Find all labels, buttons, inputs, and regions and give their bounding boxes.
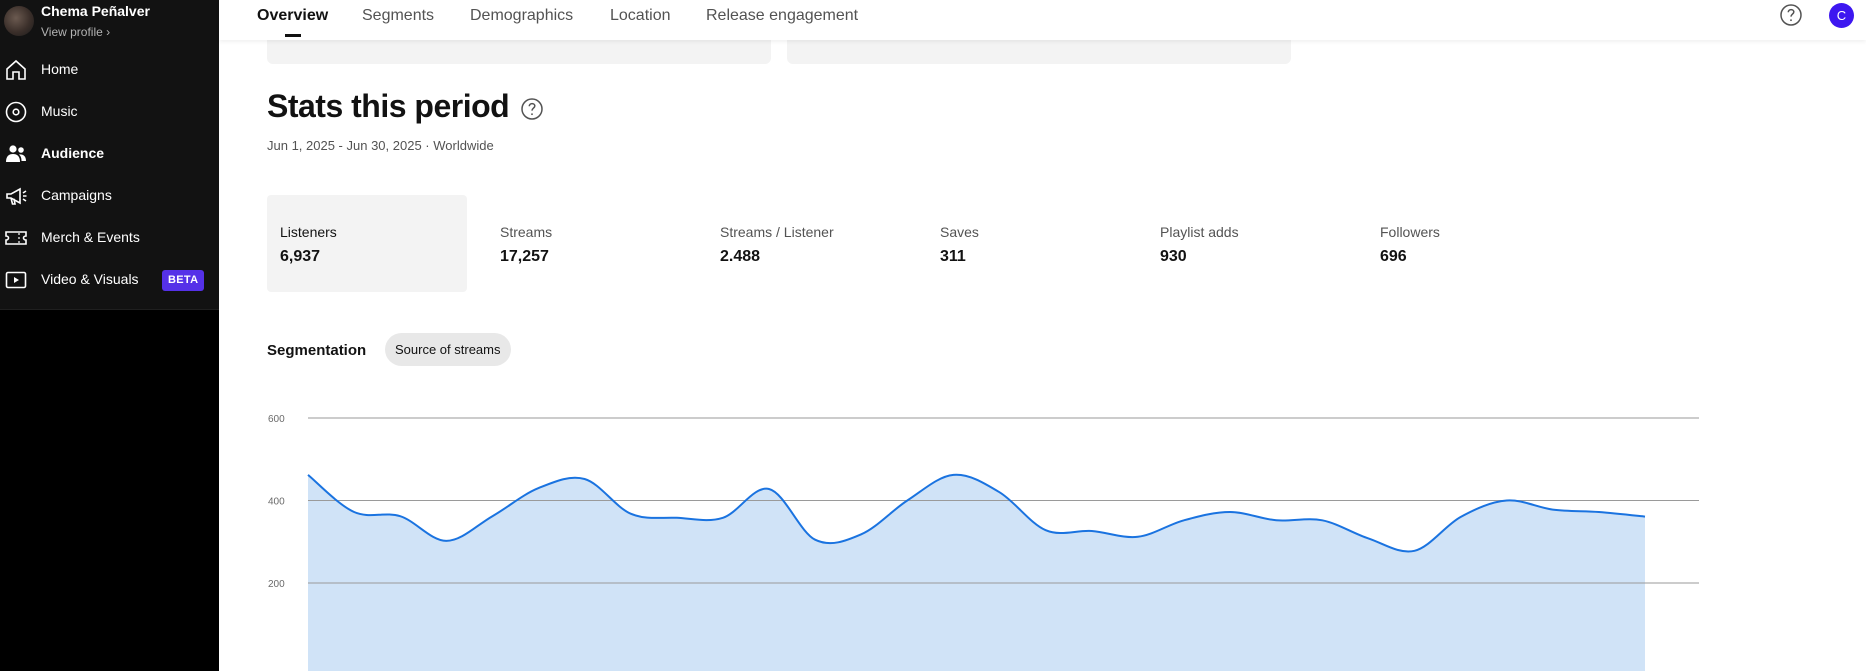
active-tab-indicator xyxy=(285,34,301,37)
sidebar-item-merch-events[interactable]: Merch & Events xyxy=(0,218,219,256)
sidebar-item-label: Music xyxy=(41,103,78,119)
stat-followers[interactable]: Followers 696 xyxy=(1367,195,1567,292)
sidebar-item-music[interactable]: Music xyxy=(0,92,219,130)
stat-listeners[interactable]: Listeners 6,937 xyxy=(267,195,467,292)
tab-overview[interactable]: Overview xyxy=(257,7,329,24)
stat-value: 2.488 xyxy=(720,248,761,265)
stat-streams[interactable]: Streams 17,257 xyxy=(487,195,687,292)
tab-release-engagement[interactable]: Release engagement xyxy=(706,7,859,24)
tab-location[interactable]: Location xyxy=(610,7,671,24)
sidebar-panel: Chema Peñalver View profile › Home Music… xyxy=(0,0,219,310)
ticket-icon xyxy=(4,226,28,250)
stat-streams-per-listener[interactable]: Streams / Listener 2.488 xyxy=(707,195,907,292)
sidebar-item-label: Home xyxy=(41,61,79,77)
sidebar-item-label: Video & Visuals xyxy=(41,271,139,287)
video-icon xyxy=(4,268,28,292)
help-icon[interactable] xyxy=(1779,3,1803,27)
user-avatar[interactable]: C xyxy=(1829,3,1854,28)
stat-label: Saves xyxy=(940,224,979,240)
megaphone-icon xyxy=(4,184,28,208)
sidebar-item-video-visuals[interactable]: Video & Visuals BETA xyxy=(0,260,219,298)
sidebar-item-audience[interactable]: Audience xyxy=(0,134,219,172)
stat-playlist-adds[interactable]: Playlist adds 930 xyxy=(1147,195,1347,292)
stat-value: 6,937 xyxy=(280,248,321,265)
help-icon[interactable] xyxy=(520,97,544,121)
y-tick-label: 600 xyxy=(268,414,285,425)
tab-demographics[interactable]: Demographics xyxy=(470,7,574,24)
sidebar-item-label: Audience xyxy=(41,145,105,161)
beta-badge: BETA xyxy=(162,270,205,291)
sidebar-item-label: Merch & Events xyxy=(41,229,140,245)
stat-label: Followers xyxy=(1380,224,1440,240)
top-navigation: Overview Segments Demographics Location … xyxy=(219,0,1866,40)
sidebar-item-label: Campaigns xyxy=(41,187,112,203)
period-subtitle: Jun 1, 2025 - Jun 30, 2025 · Worldwide xyxy=(267,138,494,153)
y-tick-label: 200 xyxy=(268,579,285,590)
main-content: Stats this period Jun 1, 2025 - Jun 30, … xyxy=(219,0,1866,671)
audience-icon xyxy=(4,142,28,166)
segmentation-label: Segmentation xyxy=(267,342,367,359)
tab-segments[interactable]: Segments xyxy=(362,7,435,24)
stat-value: 696 xyxy=(1380,248,1407,265)
artist-avatar[interactable] xyxy=(4,6,34,36)
stat-saves[interactable]: Saves 311 xyxy=(927,195,1127,292)
y-tick-label: 400 xyxy=(268,497,285,508)
page-title: Stats this period xyxy=(267,88,510,124)
sidebar-item-home[interactable]: Home xyxy=(0,50,219,88)
home-icon xyxy=(4,58,28,82)
sidebar-item-campaigns[interactable]: Campaigns xyxy=(0,176,219,214)
source-of-streams-chip[interactable]: Source of streams xyxy=(385,333,511,366)
profile-header[interactable]: Chema Peñalver View profile › xyxy=(0,0,219,44)
stat-value: 17,257 xyxy=(500,248,549,265)
listeners-area-chart: 600 400 200 xyxy=(268,414,1699,671)
stat-label: Listeners xyxy=(280,224,337,240)
stat-value: 930 xyxy=(1160,248,1187,265)
stat-label: Playlist adds xyxy=(1160,224,1239,240)
stat-value: 311 xyxy=(940,248,966,265)
view-profile-link[interactable]: View profile › xyxy=(41,25,111,39)
music-disc-icon xyxy=(4,100,28,124)
stat-label: Streams xyxy=(500,224,553,240)
area-fill xyxy=(308,474,1645,671)
series-line xyxy=(307,473,1646,553)
stat-label: Streams / Listener xyxy=(720,224,834,240)
sidebar: Chema Peñalver View profile › Home Music… xyxy=(0,0,219,671)
artist-name: Chema Peñalver xyxy=(41,3,150,19)
